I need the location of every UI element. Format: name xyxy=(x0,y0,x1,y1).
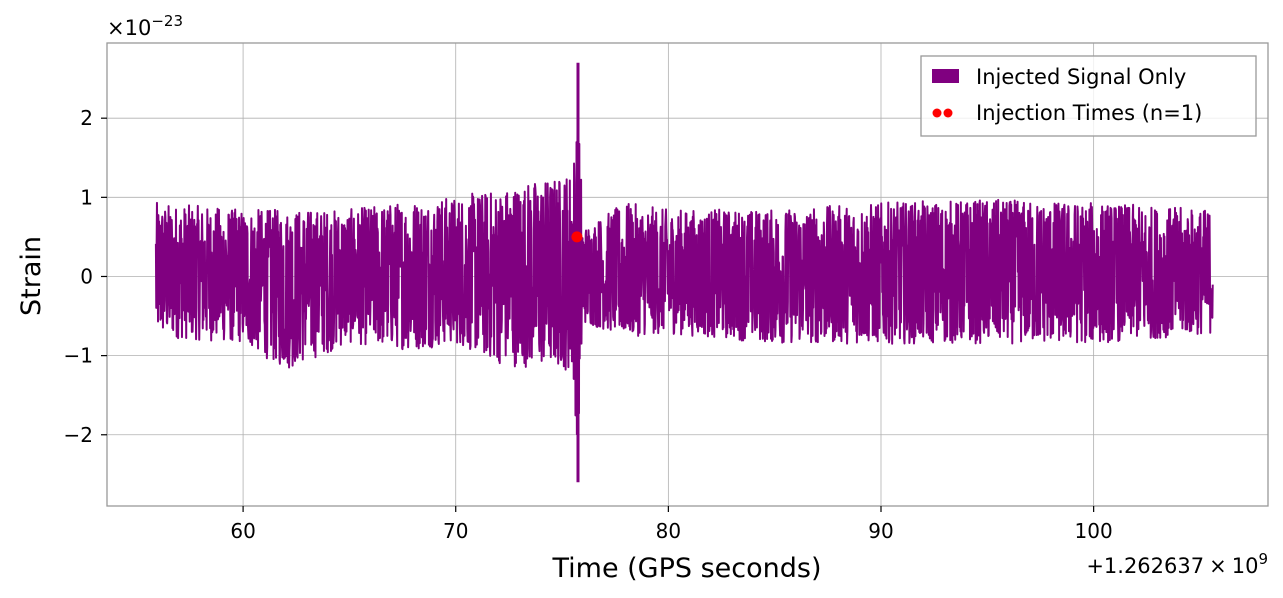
legend-injection-marker xyxy=(943,108,953,118)
x-tick-label: 90 xyxy=(868,519,893,543)
x-offset-label: +1.262637 × 109 xyxy=(1086,550,1268,578)
legend-box xyxy=(920,55,1257,137)
y-tick-label: 1 xyxy=(80,185,93,209)
y-axis-label: Strain xyxy=(16,236,47,316)
legend-signal-swatch xyxy=(932,69,959,83)
x-tick-label: 70 xyxy=(443,519,468,543)
x-tick-label: 80 xyxy=(656,519,681,543)
y-tick-label: 0 xyxy=(80,264,93,288)
legend: Injected Signal Only Injection Times (n=… xyxy=(920,55,1257,137)
legend-signal-label: Injected Signal Only xyxy=(976,65,1186,89)
y-tick-label: −1 xyxy=(64,344,93,368)
x-axis-label: Time (GPS seconds) xyxy=(551,553,821,584)
y-tick-label: 2 xyxy=(80,106,93,130)
legend-injection-marker xyxy=(932,108,942,118)
x-axis-ticks: 60 70 80 90 100 xyxy=(230,506,1113,543)
y-axis-ticks: −2 −1 0 1 2 xyxy=(64,106,107,447)
injection-series xyxy=(571,231,583,243)
signal-series xyxy=(154,62,1214,483)
x-tick-label: 100 xyxy=(1075,519,1113,543)
injection-point xyxy=(571,231,583,243)
y-scale-factor: ×10−23 xyxy=(107,12,183,40)
signal-line xyxy=(154,106,1214,436)
x-tick-label: 60 xyxy=(230,519,255,543)
legend-injection-label: Injection Times (n=1) xyxy=(976,101,1202,125)
plot-frame xyxy=(106,42,1269,507)
y-tick-label: −2 xyxy=(64,423,93,447)
